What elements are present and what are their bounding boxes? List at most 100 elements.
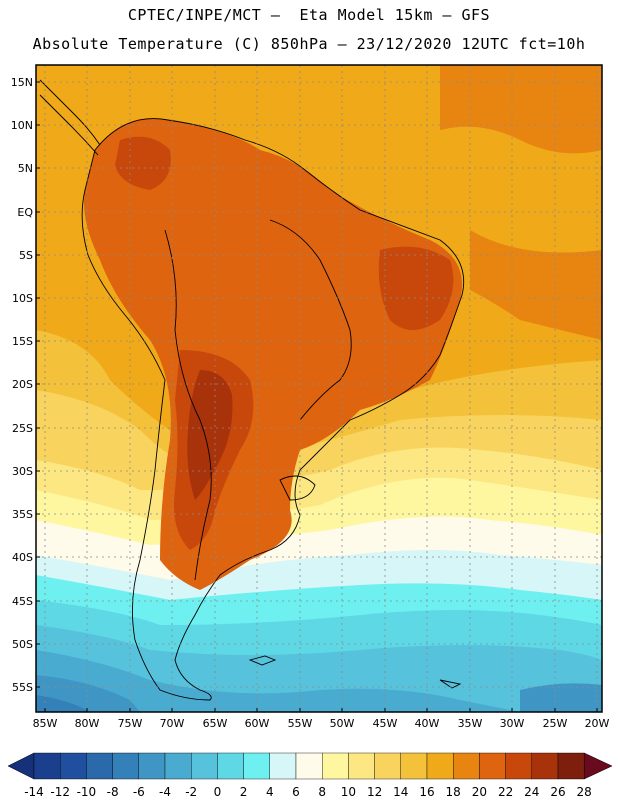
field-ocean-warm-east bbox=[470, 230, 602, 340]
colorbar-swatch bbox=[112, 752, 139, 780]
central-america-coastline bbox=[39, 79, 101, 156]
uruguay-border bbox=[279, 475, 316, 501]
lon-label: 45W bbox=[373, 717, 398, 730]
colorbar-label: 8 bbox=[318, 785, 326, 799]
coastlines-and-borders bbox=[39, 79, 465, 701]
colorbar-swatch bbox=[217, 752, 244, 780]
colorbar-swatch bbox=[479, 752, 506, 780]
lat-label: 50S bbox=[12, 638, 33, 651]
colorbar-label: 16 bbox=[419, 785, 434, 799]
lon-label: 65W bbox=[203, 717, 228, 730]
colorbar-label: 22 bbox=[498, 785, 513, 799]
colorbar: -14 -12 -10 -8 -6 -4 -2 0 2 4 6 8 10 12 … bbox=[7, 752, 613, 799]
field-band-m6 bbox=[36, 695, 90, 712]
colorbar-labels: -14 -12 -10 -8 -6 -4 -2 0 2 4 6 8 10 12 … bbox=[24, 785, 592, 799]
colorbar-label: -4 bbox=[159, 785, 171, 799]
lat-label: 20S bbox=[12, 378, 33, 391]
colorbar-label: -6 bbox=[133, 785, 145, 799]
lon-label: 60W bbox=[245, 717, 270, 730]
chart-title-line1: CPTEC/INPE/MCT – Eta Model 15km – GFS bbox=[127, 6, 491, 24]
colorbar-label: -2 bbox=[185, 785, 197, 799]
colorbar-swatch bbox=[374, 752, 402, 780]
colorbar-swatch bbox=[400, 752, 428, 780]
colorbar-label: 10 bbox=[341, 785, 356, 799]
lat-label: 10S bbox=[12, 292, 33, 305]
lon-label: 50W bbox=[330, 717, 355, 730]
colorbar-label: -12 bbox=[50, 785, 70, 799]
south-georgia bbox=[439, 679, 462, 689]
axis-ticks bbox=[36, 81, 598, 712]
brazil-border bbox=[269, 219, 352, 421]
continent-hot-north bbox=[115, 136, 171, 190]
colorbar-label: 24 bbox=[524, 785, 539, 799]
field-band-m2 bbox=[36, 650, 520, 712]
colorbar-swatch bbox=[190, 752, 218, 780]
colorbar-over-arrow bbox=[583, 752, 613, 780]
colorbar-swatch bbox=[453, 752, 480, 780]
colorbar-label: 0 bbox=[214, 785, 222, 799]
temperature-field bbox=[36, 65, 602, 712]
colorbar-swatch bbox=[557, 752, 585, 780]
colorbar-swatch bbox=[426, 752, 454, 780]
colorbar-swatches bbox=[33, 752, 585, 780]
chart-title-line2: Absolute Temperature (C) 850hPa – 23/12/… bbox=[32, 35, 586, 53]
longitude-labels: 85W 80W 75W 70W 65W 60W 55W 50W 45W 40W … bbox=[33, 717, 610, 730]
falkland-islands bbox=[248, 655, 277, 666]
colorbar-label: -14 bbox=[24, 785, 44, 799]
colorbar-swatch bbox=[164, 752, 192, 780]
colorbar-swatch bbox=[33, 752, 61, 780]
colorbar-label: -8 bbox=[107, 785, 119, 799]
colorbar-label: 28 bbox=[577, 785, 592, 799]
colorbar-label: 2 bbox=[240, 785, 248, 799]
lon-label: 30W bbox=[500, 717, 525, 730]
colorbar-label: 14 bbox=[393, 785, 408, 799]
colorbar-swatch bbox=[60, 752, 87, 780]
colorbar-under-arrow bbox=[7, 752, 35, 780]
colorbar-swatch bbox=[348, 752, 375, 780]
lat-label: 15N bbox=[11, 76, 33, 89]
colorbar-label: 12 bbox=[367, 785, 382, 799]
lon-label: 70W bbox=[160, 717, 185, 730]
colorbar-label: 4 bbox=[266, 785, 274, 799]
colorbar-label: 26 bbox=[550, 785, 565, 799]
lon-label: 80W bbox=[75, 717, 100, 730]
lat-label: 25S bbox=[12, 422, 33, 435]
colorbar-swatch bbox=[322, 752, 349, 780]
colorbar-swatch bbox=[269, 752, 297, 780]
lat-label: 55S bbox=[12, 681, 33, 694]
colorbar-swatch bbox=[295, 752, 323, 780]
lon-label: 40W bbox=[415, 717, 440, 730]
lon-label: 35W bbox=[458, 717, 483, 730]
field-band-m4-east bbox=[520, 683, 602, 712]
lat-label: EQ bbox=[17, 206, 33, 219]
andes-border bbox=[164, 229, 212, 581]
south-america-coastline bbox=[81, 118, 465, 701]
lat-label: 10N bbox=[11, 119, 33, 132]
lat-label: 45S bbox=[12, 595, 33, 608]
lat-label: 15S bbox=[12, 335, 33, 348]
lon-label: 20W bbox=[585, 717, 610, 730]
colorbar-label: 20 bbox=[472, 785, 487, 799]
colorbar-label: 6 bbox=[292, 785, 300, 799]
lat-label: 40S bbox=[12, 551, 33, 564]
lat-label: 5N bbox=[18, 162, 33, 175]
lat-label: 30S bbox=[12, 465, 33, 478]
colorbar-label: -10 bbox=[77, 785, 97, 799]
continent-hot-ne bbox=[378, 246, 454, 330]
lon-label: 85W bbox=[33, 717, 58, 730]
lon-label: 25W bbox=[543, 717, 568, 730]
colorbar-label: 18 bbox=[446, 785, 461, 799]
colorbar-swatch bbox=[531, 752, 559, 780]
lon-label: 75W bbox=[118, 717, 143, 730]
continent-extreme-core bbox=[187, 370, 233, 500]
colorbar-swatch bbox=[505, 752, 533, 780]
graticule bbox=[36, 65, 602, 712]
lat-label: 5S bbox=[19, 249, 33, 262]
field-ocean-warm bbox=[440, 65, 602, 154]
latitude-labels: 15N 10N 5N EQ 5S 10S 15S 20S 25S 30S 35S… bbox=[11, 76, 34, 694]
lon-label: 55W bbox=[288, 717, 313, 730]
colorbar-swatch bbox=[138, 752, 166, 780]
colorbar-swatch bbox=[86, 752, 113, 780]
colorbar-swatch bbox=[243, 752, 271, 780]
